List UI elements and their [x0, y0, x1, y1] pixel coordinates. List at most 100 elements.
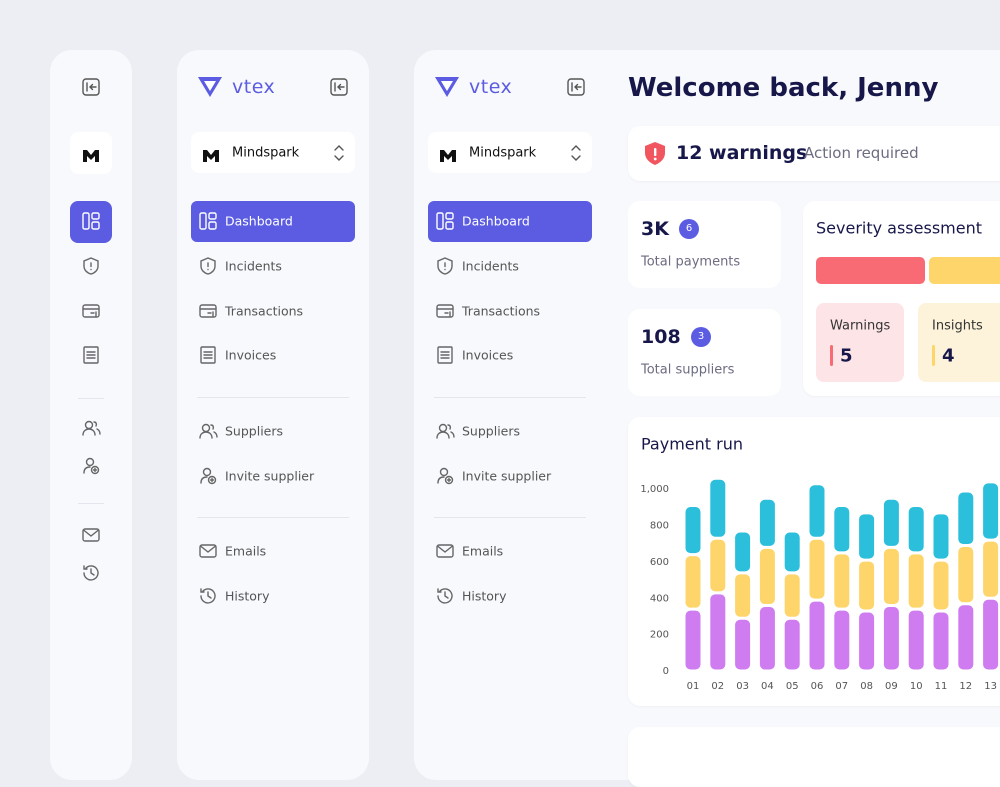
workspace-logo [83, 147, 99, 162]
severity-bar [929, 257, 1000, 284]
x-tick-label: 08 [860, 681, 873, 692]
nav-icon [435, 541, 455, 561]
page: {"sidebar": {"brand": "vtex", "workspace… [50, 50, 1000, 787]
severity-item: Insights 4 [918, 303, 1000, 382]
bar-segment [958, 492, 974, 545]
stat-badge: 3 [691, 327, 711, 347]
nav-item[interactable]: Invite supplier [225, 468, 315, 484]
nav-item[interactable]: Invoices [462, 347, 514, 363]
nav-item[interactable]: Invoices [225, 347, 277, 363]
nav-active[interactable] [70, 201, 112, 243]
nav-icon [81, 211, 101, 231]
x-tick-label: 13 [984, 681, 997, 692]
x-tick-label: 05 [786, 681, 799, 692]
x-tick-label: 07 [835, 681, 848, 692]
bar-segment [983, 483, 999, 539]
stat-value: 3K [641, 218, 669, 240]
bar-segment [735, 574, 751, 617]
alert-card[interactable]: 12 warnings Action required [628, 126, 1000, 181]
nav-item[interactable]: Dashboard [462, 213, 530, 229]
bar-segment [759, 499, 775, 546]
nav-item[interactable]: History [462, 588, 507, 604]
bar-segment [784, 532, 800, 572]
alert-note: Action required [804, 144, 919, 162]
nav-icon [435, 466, 455, 486]
x-tick-label: 10 [910, 681, 923, 692]
workspace-logo [203, 147, 219, 162]
nav-item[interactable]: Transactions [462, 303, 541, 319]
nav-icon [198, 586, 218, 606]
nav-item[interactable]: Dashboard [225, 213, 293, 229]
x-tick-label: 09 [885, 681, 898, 692]
bar-segment [834, 610, 850, 670]
bar-segment [834, 554, 850, 608]
nav-icon [435, 586, 455, 606]
nav-icon [81, 256, 101, 276]
severity-label: Warnings [830, 318, 891, 334]
severity-item: Warnings 5 [816, 303, 904, 382]
nav-item[interactable]: History [225, 588, 270, 604]
x-tick-label: 06 [811, 681, 824, 692]
workspace-chevron [566, 143, 586, 163]
collapse-button [566, 77, 586, 97]
bar-segment [933, 612, 949, 670]
bar-segment [685, 556, 701, 608]
bar-segment [685, 507, 701, 554]
x-tick-label: 03 [736, 681, 749, 692]
stat-card: 3K 6 Total payments [628, 201, 781, 288]
bar-segment [859, 561, 875, 610]
collapse-button [81, 77, 101, 97]
bar-segment [883, 548, 899, 605]
nav-icon [198, 541, 218, 561]
nav-item[interactable]: Incidents [462, 258, 519, 274]
chart-title: Payment run [641, 434, 743, 454]
nav-item[interactable]: Emails [225, 543, 267, 559]
nav-icon [198, 345, 218, 365]
y-tick-label: 600 [650, 557, 669, 568]
nav-active[interactable] [191, 201, 355, 242]
brand-name: vtex [232, 76, 276, 98]
bar-segment [958, 605, 974, 670]
separator [197, 517, 349, 518]
nav-icon [198, 421, 218, 441]
shield-icon [645, 142, 665, 165]
workspace-button[interactable] [70, 132, 112, 174]
stat-card: 108 3 Total suppliers [628, 309, 781, 396]
nav-item[interactable]: Invite supplier [462, 468, 552, 484]
nav-icon [435, 301, 455, 321]
nav-icon [81, 301, 101, 321]
bar-segment [759, 607, 775, 670]
nav-icon [81, 456, 101, 476]
nav-item[interactable]: Suppliers [462, 423, 521, 439]
bar-segment [883, 499, 899, 546]
severity-tick [830, 345, 833, 366]
nav-item[interactable]: Incidents [225, 258, 282, 274]
bottom-card [628, 727, 1000, 787]
nav-item[interactable]: Emails [462, 543, 504, 559]
bar-segment [958, 547, 974, 603]
bar-segment [933, 561, 949, 610]
nav-icon [81, 418, 101, 438]
nav-item[interactable]: Suppliers [225, 423, 284, 439]
bar-segment [933, 514, 949, 559]
stat-label: Total suppliers [641, 362, 735, 378]
bar-segment [908, 507, 924, 552]
nav-icon [198, 301, 218, 321]
bar-segment [759, 548, 775, 605]
brand-logo [434, 76, 460, 98]
separator [434, 397, 586, 398]
bar-segment [809, 601, 825, 670]
x-tick-label: 12 [959, 681, 972, 692]
bar-segment [908, 554, 924, 608]
stat-label: Total payments [641, 254, 741, 270]
y-tick-label: 800 [650, 521, 669, 532]
bar-segment [735, 619, 751, 670]
nav-active[interactable] [428, 201, 592, 242]
nav-item[interactable]: Transactions [225, 303, 304, 319]
workspace-name: Mindspark [232, 145, 300, 161]
separator [434, 517, 586, 518]
bar-segment [710, 594, 726, 670]
bar-segment [784, 574, 800, 617]
y-tick-label: 400 [650, 593, 669, 604]
nav-icon [198, 256, 218, 276]
